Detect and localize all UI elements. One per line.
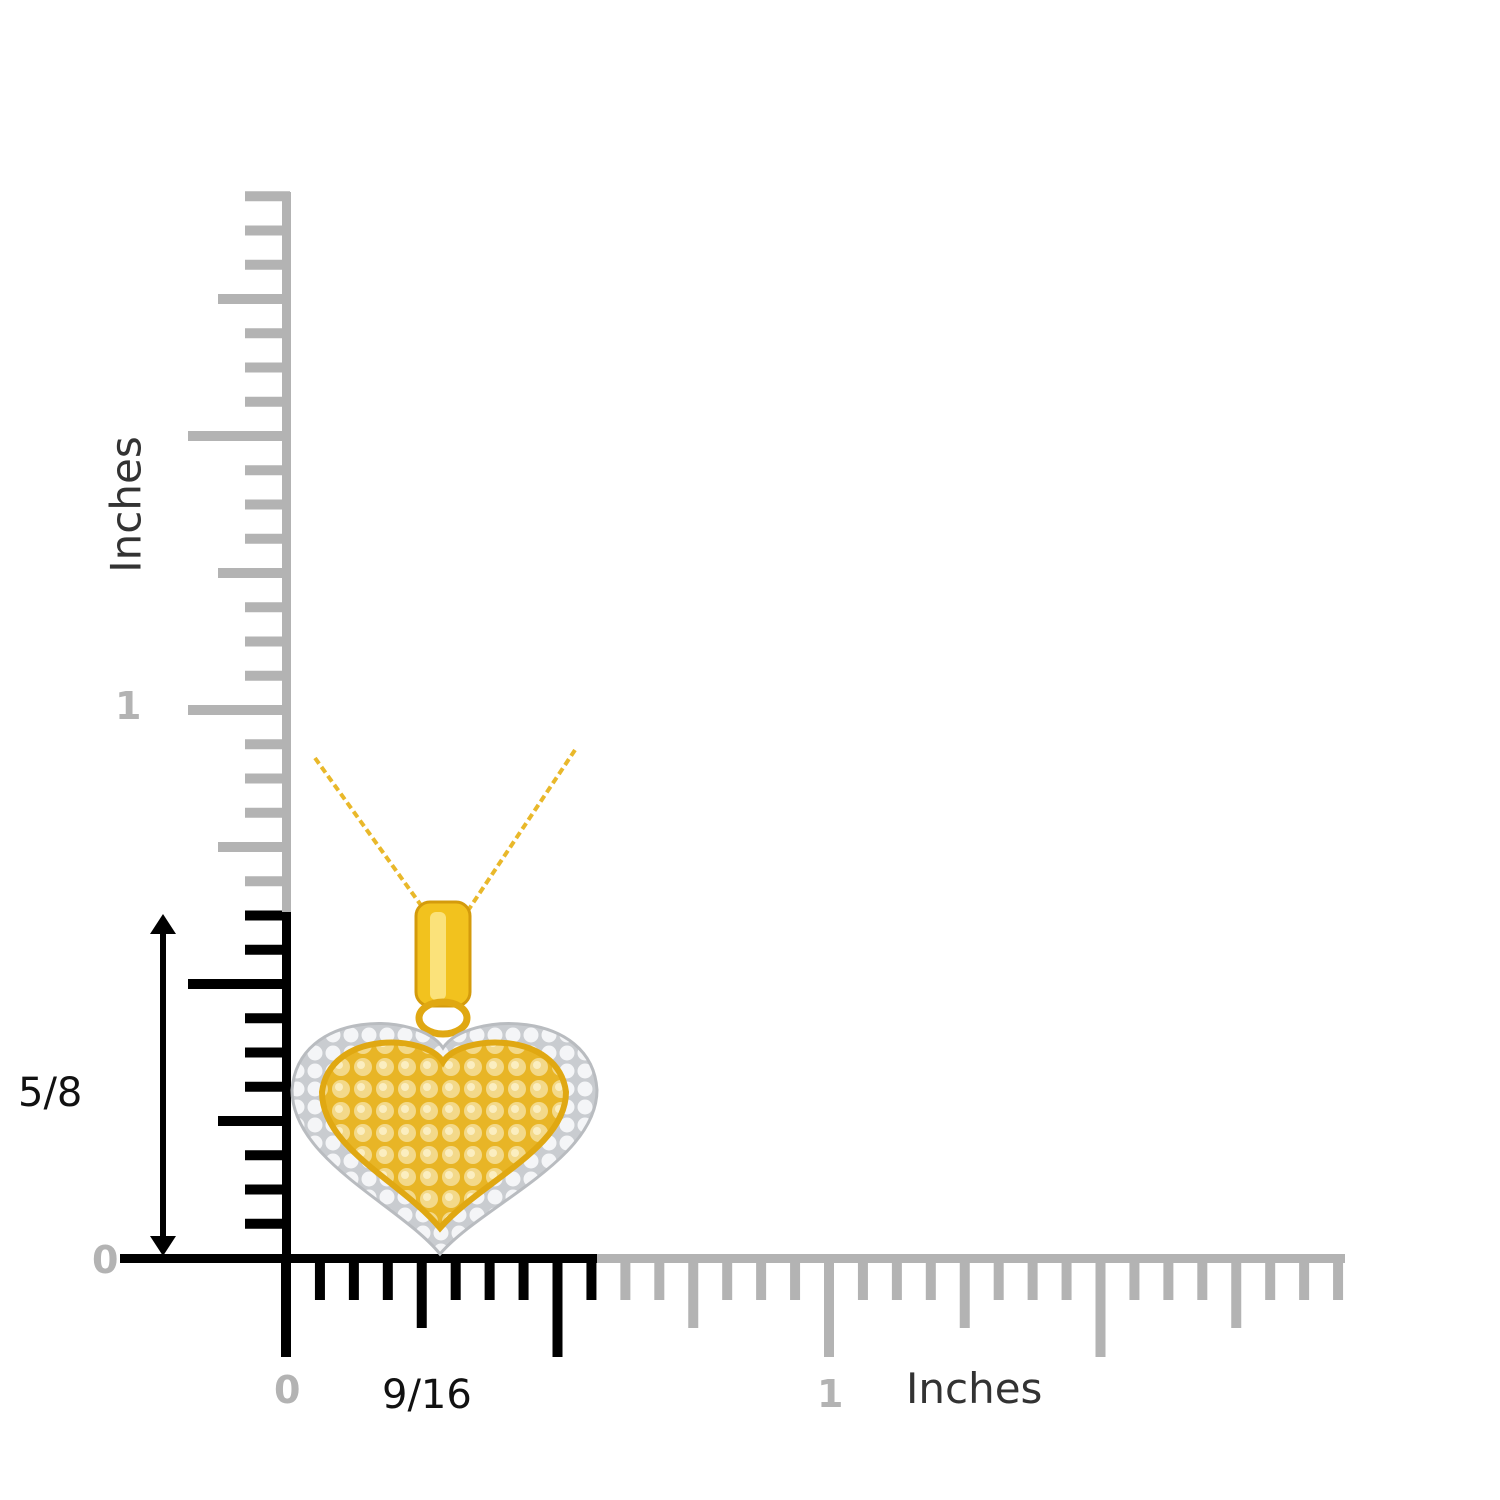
vertical-tick-label-1: 1 [115, 684, 142, 728]
horizontal-ruler-tick [959, 1256, 970, 1328]
horizontal-ruler-tick [1333, 1256, 1344, 1300]
vertical-ruler-tick [245, 910, 290, 921]
horizontal-ruler-tick [450, 1256, 461, 1300]
vertical-ruler-tick [245, 602, 290, 613]
horizontal-ruler-tick [790, 1256, 801, 1300]
vertical-ruler-tick [218, 568, 290, 578]
horizontal-ruler-tick [891, 1256, 902, 1300]
vertical-ruler-tick [245, 396, 290, 407]
heart-center [318, 1039, 570, 1233]
vertical-ruler-tick [245, 773, 290, 784]
horizontal-ruler-tick [314, 1256, 325, 1300]
horizontal-ruler-tick [1163, 1256, 1174, 1300]
vertical-ruler-tick [245, 1150, 290, 1161]
heart-pendant [290, 748, 599, 1257]
horizontal-ruler-tick [654, 1256, 665, 1300]
horizontal-ruler-tick [552, 1256, 563, 1357]
horizontal-ruler-tick [1299, 1256, 1310, 1300]
height-arrow [150, 914, 176, 1256]
vertical-tick-label-0: 0 [92, 1238, 119, 1282]
horizontal-ruler-tick [1129, 1256, 1140, 1300]
vertical-ruler-tick [245, 499, 290, 510]
horizontal-ruler-tick [281, 1256, 291, 1357]
chain-left [313, 756, 430, 917]
horizontal-axis-gray [597, 1254, 1345, 1263]
horizontal-ruler-tick [416, 1256, 427, 1328]
horizontal-ruler-tick [1197, 1256, 1208, 1300]
horizontal-axis-title: Inches [906, 1364, 1043, 1413]
vertical-ruler-tick [245, 362, 290, 373]
vertical-ruler-tick [245, 1047, 290, 1058]
vertical-ruler-tick [245, 465, 290, 476]
vertical-ruler-tick [245, 1218, 290, 1229]
height-measurement-label: 5/8 [18, 1070, 83, 1116]
horizontal-axis-black [120, 1254, 598, 1263]
horizontal-tick-label-1: 1 [817, 1372, 844, 1416]
vertical-ruler-tick [218, 842, 290, 852]
horizontal-tick-label-0: 0 [274, 1368, 301, 1412]
vertical-ruler-tick [245, 807, 290, 818]
vertical-ruler-tick [245, 1184, 290, 1195]
vertical-ruler-tick [245, 259, 290, 270]
vertical-ruler-tick [245, 739, 290, 750]
vertical-axis-title: Inches [101, 436, 151, 573]
vertical-ruler-tick [245, 636, 290, 647]
vertical-axis-gray [282, 192, 291, 914]
vertical-ruler-tick [188, 431, 290, 441]
horizontal-ruler-tick [688, 1256, 699, 1328]
horizontal-ruler-tick [586, 1256, 597, 1300]
vertical-ruler-tick [245, 533, 290, 544]
horizontal-ruler-tick [348, 1256, 359, 1300]
vertical-ruler-tick [218, 1116, 290, 1126]
horizontal-ruler-tick [1095, 1256, 1106, 1357]
vertical-ruler-tick [188, 705, 290, 715]
horizontal-ruler-tick [1231, 1256, 1242, 1328]
horizontal-ruler-tick [484, 1256, 495, 1300]
vertical-ruler-tick [245, 876, 290, 887]
width-measurement-label: 9/16 [382, 1372, 472, 1418]
vertical-ruler-tick [245, 191, 290, 202]
horizontal-ruler-tick [722, 1256, 733, 1300]
horizontal-ruler-tick [824, 1256, 834, 1357]
vertical-ruler-tick [188, 979, 290, 989]
vertical-ruler-tick [245, 944, 290, 955]
horizontal-ruler-tick [1027, 1256, 1038, 1300]
vertical-ruler-tick [245, 1013, 290, 1024]
vertical-ruler-tick [245, 670, 290, 681]
horizontal-ruler-tick [993, 1256, 1004, 1300]
vertical-axis-black [282, 912, 291, 1262]
chain-right [461, 748, 577, 920]
horizontal-ruler-tick [857, 1256, 868, 1300]
horizontal-ruler-tick [518, 1256, 529, 1300]
horizontal-ruler-tick [1265, 1256, 1276, 1300]
vertical-ruler-tick [245, 328, 290, 339]
vertical-ruler-tick [245, 225, 290, 236]
vertical-ruler-tick [245, 1081, 290, 1092]
horizontal-ruler-tick [620, 1256, 631, 1300]
horizontal-ruler-tick [382, 1256, 393, 1300]
horizontal-ruler-tick [756, 1256, 767, 1300]
vertical-ruler-tick [218, 294, 290, 304]
horizontal-ruler-tick [1061, 1256, 1072, 1300]
horizontal-ruler-tick [925, 1256, 936, 1300]
